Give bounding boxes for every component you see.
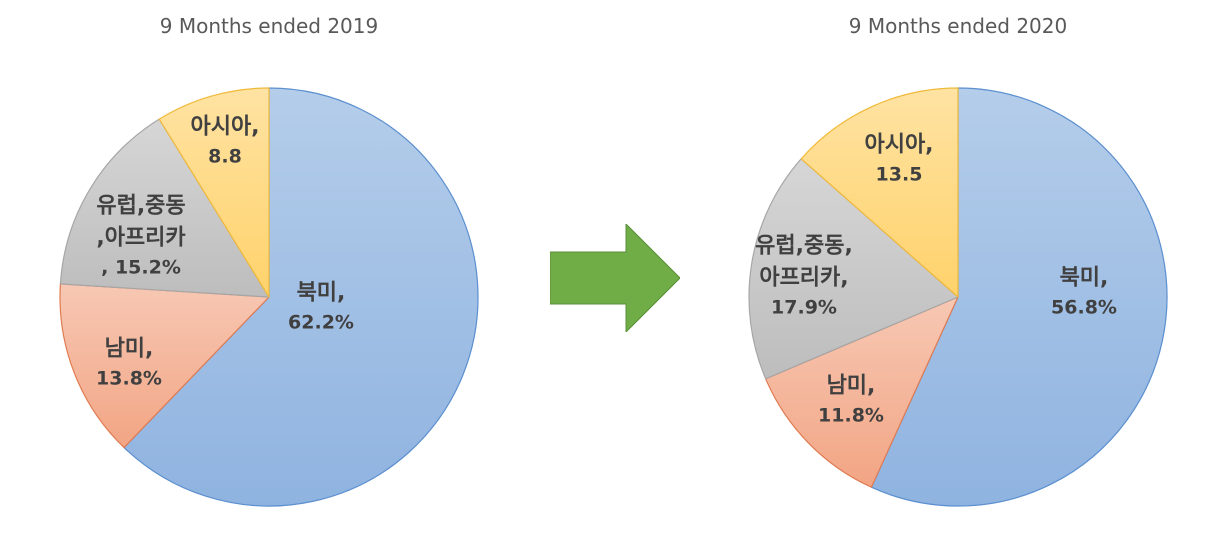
chart-title-2020: 9 Months ended 2020	[848, 14, 1068, 38]
pie-slice-north_america	[123, 87, 479, 507]
slice-label-north_america: 북미, 56.8%	[1051, 262, 1117, 321]
slice-name: 유럽,중동	[96, 193, 186, 219]
slice-label-europe_me_africa: 유럽,중동 ,아프리카 , 15.2%	[96, 190, 185, 281]
pie-slice-north_america	[870, 87, 1168, 507]
pie-2020	[748, 87, 1168, 507]
pie-slice-asia	[800, 87, 959, 298]
slice-value: 11.8%	[818, 404, 884, 427]
right-arrow-icon	[550, 224, 680, 332]
slice-label-south_america: 남미, 13.8%	[96, 333, 162, 392]
slice-name: 아시아,	[190, 114, 260, 140]
slice-value: 56.8%	[1051, 296, 1117, 319]
slice-name: 남미,	[104, 336, 154, 362]
slice-label-south_america: 남미, 11.8%	[818, 370, 884, 429]
slice-value: 13.5	[875, 163, 923, 186]
chart-title-2019: 9 Months ended 2019	[159, 14, 379, 38]
slice-value: , 15.2%	[101, 256, 181, 279]
slice-name: 북미,	[296, 280, 346, 306]
slice-name: 아프리카,	[759, 265, 849, 291]
slice-value: 8.8	[208, 145, 242, 168]
slice-value: 13.8%	[96, 367, 162, 390]
slice-value: 17.9%	[771, 296, 837, 319]
pie-slice-south_america	[59, 283, 270, 449]
slice-name: 남미,	[826, 373, 876, 399]
pie-slice-europe_me_africa	[59, 118, 270, 298]
slice-name: 아시아,	[864, 132, 934, 158]
pie-slice-asia	[158, 87, 270, 298]
slice-name: 북미,	[1059, 265, 1109, 291]
pie-slice-europe_me_africa	[748, 158, 959, 380]
slice-value: 62.2%	[288, 311, 354, 334]
slice-label-asia: 아시아, 8.8	[190, 111, 259, 170]
slice-label-europe_me_africa: 유럽,중동, 아프리카, 17.9%	[755, 230, 853, 321]
slice-name: ,아프리카	[96, 225, 186, 251]
slice-name: 유럽,중동,	[755, 233, 853, 259]
slice-label-asia: 아시아, 13.5	[864, 129, 933, 188]
pie-2019	[59, 87, 479, 507]
pie-slice-south_america	[765, 296, 959, 488]
slice-label-north_america: 북미, 62.2%	[288, 277, 354, 336]
